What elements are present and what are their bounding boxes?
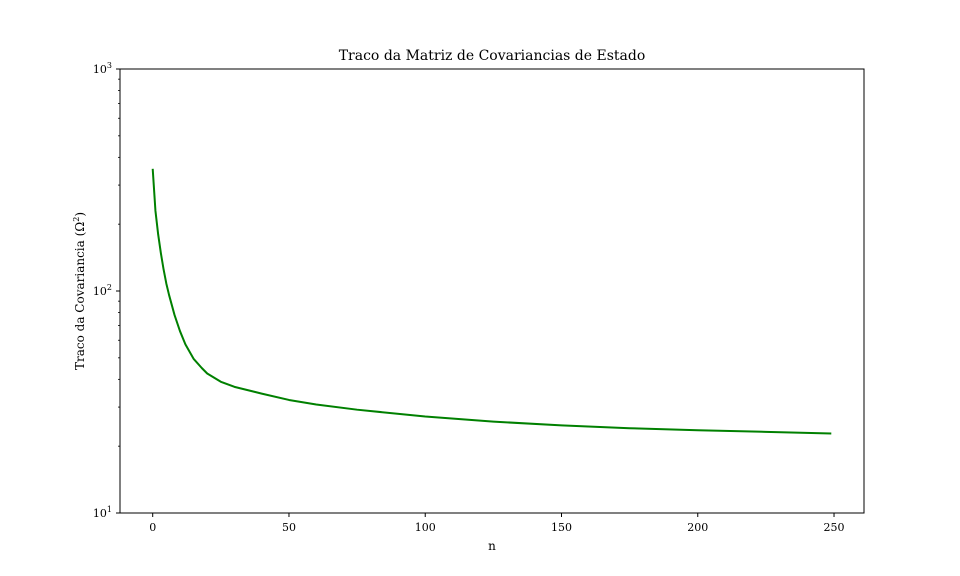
chart-title: Traco da Matriz de Covariancias de Estad… [339,48,646,64]
x-axis-label: n [488,539,496,553]
axes: 0 50 100 150 200 250 101 102 103 [93,61,865,534]
y-axis-label-superscript: 2 [72,217,81,222]
x-tick-label-4: 200 [687,521,708,534]
x-tick-label-2: 100 [415,521,436,534]
y-axis-label: Traco da Covariancia (Ω2) [72,212,87,370]
y-tick-label-0: 101 [93,505,112,520]
series-line-0 [151,168,832,435]
x-tick-label-1: 50 [282,521,296,534]
series-layer [151,168,832,435]
plot-area [120,69,864,513]
y-axis-label-end: ) [73,212,87,217]
y-axis-label-base: Traco da Covariancia (Ω [73,222,87,370]
x-tick-label-3: 150 [551,521,572,534]
y-tick-label-1: 102 [93,283,112,298]
x-tick-label-5: 250 [824,521,845,534]
plot-background [120,69,864,513]
x-tick-label-0: 0 [149,521,156,534]
y-tick-label-2: 103 [93,61,112,76]
